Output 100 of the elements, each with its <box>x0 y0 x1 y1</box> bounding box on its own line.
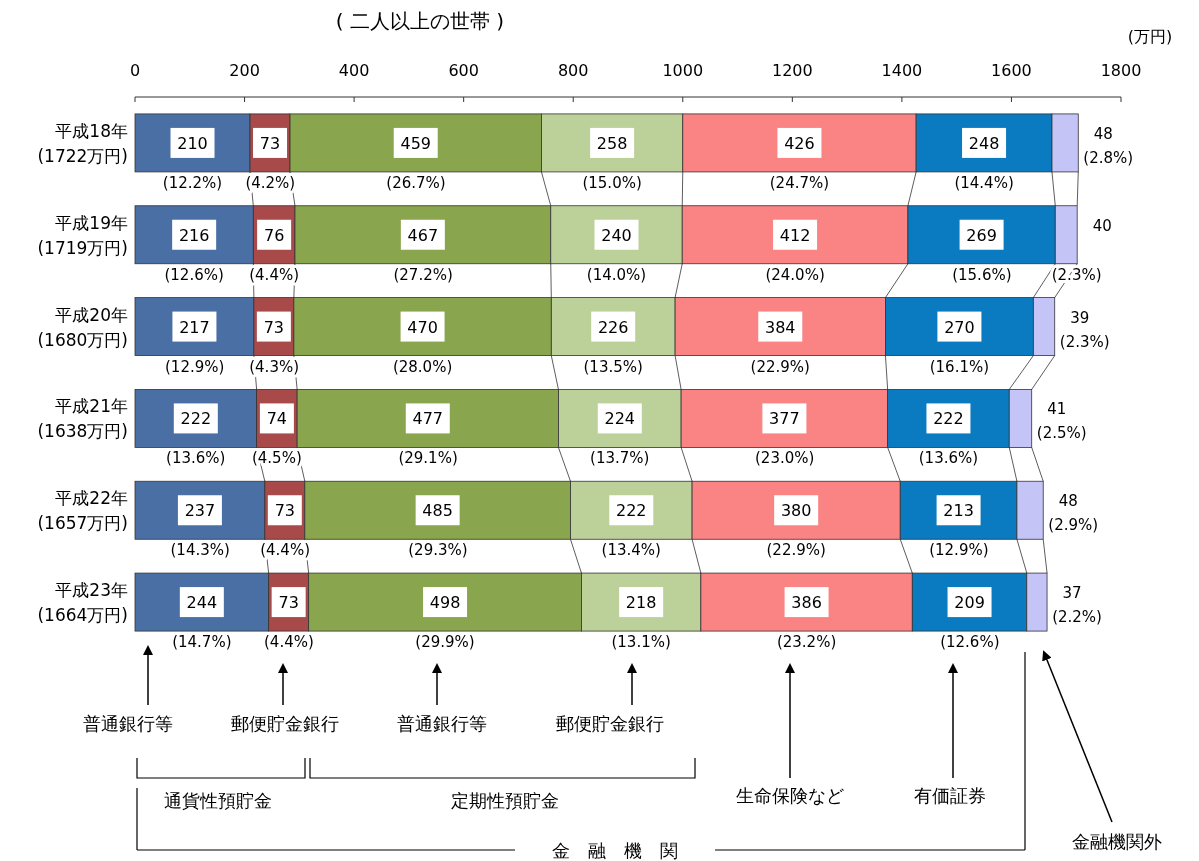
y-tick-label: 平成20年 <box>55 304 128 325</box>
annotation: (13.7%) <box>590 449 650 468</box>
annotation: (16.1%) <box>929 357 990 376</box>
data-label: 380 <box>780 501 812 521</box>
annotation: (24.0%) <box>765 265 825 284</box>
annotation: (26.7%) <box>386 173 446 192</box>
annotation: (4.5%) <box>251 449 302 468</box>
y-tick-label: 平成23年 <box>55 580 128 601</box>
total-label: (1664万円) <box>37 605 128 626</box>
data-label: 37 <box>1062 584 1082 603</box>
data-label: 237 <box>184 501 216 521</box>
data-label: 40 <box>1092 216 1112 235</box>
x-tick-label: 600 <box>448 61 479 80</box>
annotation: (12.6%) <box>164 265 224 284</box>
data-label: 213 <box>943 501 974 521</box>
data-label: 222 <box>933 409 964 429</box>
text: 有価証券 <box>914 785 986 806</box>
annotation: (12.9%) <box>929 541 989 560</box>
data-label: 412 <box>779 225 811 245</box>
annotation: (14.4%) <box>954 173 1014 192</box>
annotation: (14.3%) <box>170 541 230 560</box>
data-label: 73 <box>274 501 295 521</box>
x-tick-label: 400 <box>338 61 370 80</box>
data-label: 269 <box>966 225 997 245</box>
data-label: 210 <box>177 133 208 153</box>
total-label: (1680万円) <box>37 329 128 350</box>
annotation: (22.9%) <box>750 357 810 376</box>
data-label: 426 <box>784 133 815 153</box>
annotation: (22.9%) <box>766 541 826 560</box>
x-tick-label: 1200 <box>771 61 813 80</box>
data-label: 222 <box>616 501 647 521</box>
y-tick-label: 平成22年 <box>55 488 128 509</box>
annotation: (27.2%) <box>393 265 453 284</box>
x-axis-title: (万円) <box>1127 27 1173 46</box>
data-label: 467 <box>407 225 439 245</box>
text: 郵便貯金銀行 <box>556 713 664 734</box>
annotation: (2.3%) <box>1051 265 1102 284</box>
data-label: 459 <box>400 133 432 153</box>
data-label: 39 <box>1070 308 1090 327</box>
annotation: (29.1%) <box>398 449 458 468</box>
annotation: (13.5%) <box>583 357 643 376</box>
data-label: 258 <box>596 133 628 153</box>
annotation: (29.9%) <box>415 633 475 652</box>
data-label: 217 <box>179 317 210 337</box>
total-label: (1657万円) <box>37 513 128 534</box>
data-label: 485 <box>422 501 453 521</box>
x-tick-label: 800 <box>557 61 589 80</box>
data-label: 470 <box>407 317 438 337</box>
annotation: (2.5%) <box>1036 424 1087 443</box>
text: 金融機関外 <box>1072 831 1162 852</box>
data-label: 377 <box>769 409 800 429</box>
data-label: 270 <box>944 317 975 337</box>
annotation: (2.3%) <box>1059 332 1110 351</box>
data-label: 477 <box>412 409 444 429</box>
data-label: 48 <box>1093 124 1113 143</box>
annotation: (13.6%) <box>166 449 226 468</box>
annotation: (4.4%) <box>260 541 310 560</box>
x-tick-label: 1800 <box>1100 61 1142 80</box>
data-label: 218 <box>625 593 657 613</box>
data-label: 498 <box>429 593 461 613</box>
annotation: (14.7%) <box>172 633 232 652</box>
data-label: 244 <box>186 593 218 613</box>
text: 郵便貯金銀行 <box>231 713 339 734</box>
data-label: 76 <box>263 225 285 245</box>
y-tick-label: 平成18年 <box>55 120 128 141</box>
data-label: 240 <box>601 225 632 245</box>
annotation: (23.2%) <box>776 633 837 652</box>
data-label: 73 <box>259 133 281 153</box>
x-tick-label: 1400 <box>881 61 923 80</box>
text: 生命保険など <box>736 785 844 806</box>
data-label: 384 <box>765 317 796 337</box>
data-label: 73 <box>263 317 285 337</box>
text: 普通銀行等 <box>397 713 487 734</box>
total-label: (1719万円) <box>37 237 128 258</box>
data-label: 48 <box>1058 492 1078 511</box>
annotation: (2.2%) <box>1052 608 1102 627</box>
annotation: (4.2%) <box>245 173 296 192</box>
annotation: (13.6%) <box>918 449 979 468</box>
text: 金 融 機 関 <box>552 840 678 861</box>
annotation: (13.1%) <box>611 633 671 652</box>
annotation: (2.9%) <box>1048 516 1099 535</box>
data-label: 73 <box>278 593 299 613</box>
data-label: 222 <box>180 409 212 429</box>
annotation: (28.0%) <box>392 357 453 376</box>
annotation: (14.0%) <box>586 265 647 284</box>
data-label: 224 <box>604 409 636 429</box>
data-label: 41 <box>1047 400 1067 419</box>
x-tick-label: 1000 <box>662 61 704 80</box>
data-label: 216 <box>178 225 210 245</box>
annotation: (12.6%) <box>940 633 1000 652</box>
chart-title: ( 二人以上の世帯 ) <box>335 9 505 33</box>
total-label: (1638万円) <box>37 421 128 442</box>
annotation: (4.4%) <box>264 633 314 652</box>
total-label: (1722万円) <box>37 145 128 166</box>
data-label: 386 <box>791 593 822 613</box>
annotation: (29.3%) <box>408 541 468 560</box>
y-tick-label: 平成19年 <box>55 212 128 233</box>
text: 普通銀行等 <box>83 713 173 734</box>
annotation: (24.7%) <box>769 173 830 192</box>
text: 定期性預貯金 <box>451 790 559 811</box>
